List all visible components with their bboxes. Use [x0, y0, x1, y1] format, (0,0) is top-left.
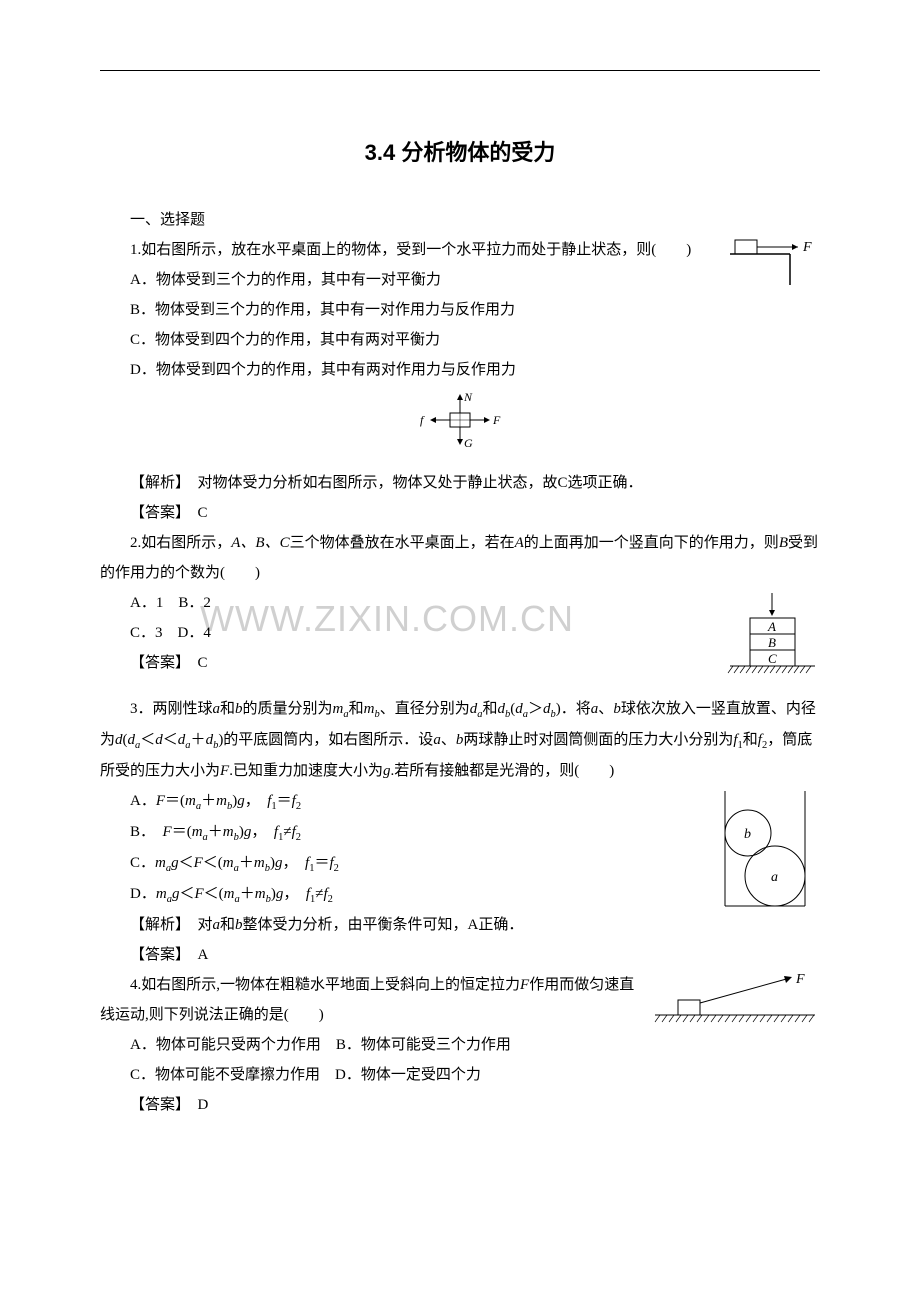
svg-text:C: C — [768, 651, 777, 666]
q1-option-a: A．物体受到三个力的作用，其中有一对平衡力 — [100, 265, 820, 295]
question-3: 3．两刚性球a和b的质量分别为ma和mb、直径分别为da和db(da＞db)．将… — [100, 694, 820, 970]
q1-explanation: 【解析】 对物体受力分析如右图所示，物体又处于静止状态，故C选项正确． — [100, 468, 820, 498]
q1-figure-1: F — [730, 235, 820, 301]
q1-answer: 【答案】 C — [100, 498, 820, 528]
q2-figure: A B C — [725, 588, 820, 694]
svg-text:A: A — [767, 619, 776, 634]
q1-option-c: C．物体受到四个力的作用，其中有两对平衡力 — [100, 325, 820, 355]
svg-text:G: G — [464, 436, 473, 450]
q1-figure-2: N F f G — [100, 391, 820, 462]
question-4: F — [100, 970, 820, 1120]
svg-text:F: F — [795, 972, 805, 987]
question-1: F 1.如右图所示，放在水平桌面上的物体，受到一个水平拉力而处于静止状态，则( … — [100, 235, 820, 528]
q1-text: 1.如右图所示，放在水平桌面上的物体，受到一个水平拉力而处于静止状态，则( ) — [100, 235, 820, 265]
q4-figure: F — [650, 970, 820, 1041]
q3-figure: b a — [710, 786, 820, 927]
q4-option-cd: C．物体可能不受摩擦力作用 D．物体一定受四个力 — [100, 1060, 820, 1090]
svg-text:f: f — [420, 413, 425, 427]
header-rule — [100, 70, 820, 71]
q2-options-2: C．3 D．4 — [100, 618, 820, 648]
q3-answer: 【答案】 A — [100, 940, 820, 970]
svg-text:N: N — [463, 391, 473, 404]
q2-options-1: A．1 B．2 — [100, 588, 820, 618]
svg-text:b: b — [744, 827, 751, 842]
svg-text:a: a — [771, 870, 778, 885]
q1-option-b: B．物体受到三个力的作用，其中有一对作用力与反作用力 — [100, 295, 820, 325]
svg-text:F: F — [802, 240, 812, 255]
section-header: 一、选择题 — [100, 205, 820, 235]
q2-answer: 【答案】 C — [100, 648, 820, 678]
q2-text: 2.如右图所示，A、B、C三个物体叠放在水平桌面上，若在A的上面再加一个竖直向下… — [100, 528, 820, 588]
page-title: 3.4 分析物体的受力 — [100, 131, 820, 175]
svg-text:B: B — [768, 635, 776, 650]
q3-text: 3．两刚性球a和b的质量分别为ma和mb、直径分别为da和db(da＞db)．将… — [100, 694, 820, 786]
question-2: 2.如右图所示，A、B、C三个物体叠放在水平桌面上，若在A的上面再加一个竖直向下… — [100, 528, 820, 694]
q4-answer: 【答案】 D — [100, 1090, 820, 1120]
q1-option-d: D．物体受到四个力的作用，其中有两对作用力与反作用力 — [100, 355, 820, 385]
svg-text:F: F — [492, 413, 501, 427]
